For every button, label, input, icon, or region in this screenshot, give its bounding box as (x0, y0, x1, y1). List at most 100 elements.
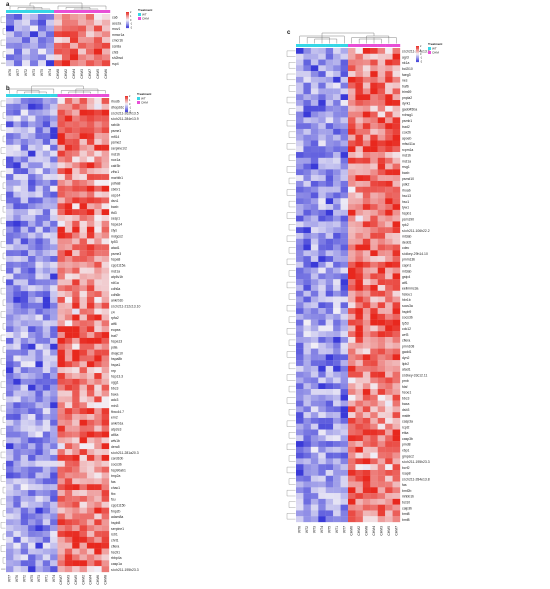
heatmap-cell (310, 458, 319, 465)
heatmap-cell (333, 348, 341, 355)
heatmap-cell (28, 244, 36, 251)
heatmap-cell (35, 320, 43, 327)
heatmap-cell (310, 308, 319, 315)
heatmap-cell (79, 296, 88, 303)
heatmap-cell (72, 396, 80, 403)
heatmap-cell (303, 493, 312, 500)
column-label: WT2 (24, 69, 28, 76)
heatmap-cell (355, 441, 364, 447)
row-label: stys (111, 228, 117, 232)
heatmap-cell (86, 396, 95, 403)
heatmap-cell (296, 215, 304, 222)
heatmap-cell (303, 140, 312, 147)
heatmap-cell (57, 226, 66, 233)
heatmap-cell (101, 501, 110, 508)
heatmap-cell (13, 525, 21, 532)
heatmap-cell (325, 383, 334, 390)
heatmap-cell (50, 384, 58, 391)
heatmap-cell (6, 349, 14, 356)
heatmap-cell (57, 168, 66, 175)
heatmap-cell (355, 192, 364, 199)
heatmap-cell (79, 250, 88, 257)
heatmap-cell (79, 285, 88, 292)
heatmap-cell (296, 337, 304, 343)
heatmap-cell (333, 342, 341, 349)
heatmap-cell (20, 373, 29, 380)
heatmap-cell (94, 174, 102, 181)
heatmap-cell (340, 157, 349, 164)
heatmap-cell (348, 383, 356, 390)
heatmap-cell (79, 513, 88, 520)
heatmap-cell (28, 261, 36, 268)
heatmap-cell (6, 220, 14, 227)
heatmap-cell (20, 396, 29, 403)
heatmap-cell (310, 244, 319, 251)
heatmap-cell (64, 115, 73, 122)
heatmap-cell (101, 296, 110, 303)
heatmap-cell (13, 156, 21, 163)
heatmap-cell (333, 146, 341, 153)
heatmap-cell (101, 355, 110, 362)
heatmap-cell (370, 487, 378, 494)
heatmap-cell (392, 261, 401, 268)
heatmap-cell (101, 490, 110, 497)
column-label: CHM3 (67, 575, 71, 585)
heatmap-cell (370, 446, 378, 453)
heatmap-cell (42, 256, 51, 262)
heatmap-cell (72, 291, 80, 298)
heatmap-cell (333, 250, 341, 257)
heatmap-cell (22, 54, 31, 61)
heatmap-cell (50, 209, 58, 216)
heatmap-cell (377, 192, 386, 199)
row-label: calr3b (111, 164, 120, 168)
heatmap-cell (333, 105, 341, 112)
heatmap-cell (42, 525, 51, 532)
heatmap-cell (72, 256, 80, 262)
heatmap-cell (79, 256, 88, 262)
heatmap-cell (72, 127, 80, 134)
heatmap-cell (101, 408, 110, 415)
heatmap-cell (370, 94, 378, 101)
heatmap-cell (72, 343, 80, 350)
heatmap-cell (377, 481, 386, 488)
heatmap-cell (20, 261, 29, 268)
heatmap-cell (6, 466, 14, 473)
heatmap-cell (296, 423, 304, 430)
heatmap-cell (318, 169, 326, 176)
column-labels: WT6 WT2 WT3 WT4 WT5 WT1 WT7 CHM6 CHM2 CHM8 CHM4 CHM… (298, 526, 399, 536)
heatmap-cell (101, 133, 110, 140)
heatmap-cell (333, 244, 341, 251)
heatmap-cell (318, 493, 326, 500)
heatmap-cell (318, 227, 326, 234)
heatmap-cell (20, 419, 29, 426)
heatmap-cell (303, 365, 312, 372)
heatmap-cell (13, 168, 21, 175)
heatmap-cell (310, 365, 319, 372)
heatmap-cell (385, 180, 393, 187)
heatmap-cell (35, 238, 43, 245)
scale-tick: -2 (420, 60, 423, 63)
heatmap-cell (310, 337, 319, 343)
group-bar-cell (54, 10, 63, 13)
heatmap-cell (72, 109, 80, 116)
heatmap-cell (57, 361, 66, 368)
heatmap-cell (72, 367, 80, 374)
group-bar-cell (102, 10, 111, 13)
heatmap-cell (392, 204, 401, 210)
scale-step (126, 15, 129, 17)
heatmap-cell (340, 82, 349, 89)
column-label: WT6 (298, 526, 302, 533)
scale-step (125, 100, 128, 101)
row-label: mcl1a (111, 269, 120, 273)
heatmap-cell (64, 273, 73, 280)
heatmap-cell (28, 478, 36, 485)
heatmap-cell (94, 495, 102, 502)
heatmap-cell (79, 215, 88, 222)
heatmap-cell (333, 100, 341, 106)
heatmap-cell (333, 290, 341, 297)
heatmap-cell (362, 244, 371, 251)
heatmap-cell (333, 65, 341, 72)
heatmap-cell (30, 25, 39, 32)
heatmap-cell (72, 326, 80, 333)
heatmap-cell (392, 423, 401, 430)
